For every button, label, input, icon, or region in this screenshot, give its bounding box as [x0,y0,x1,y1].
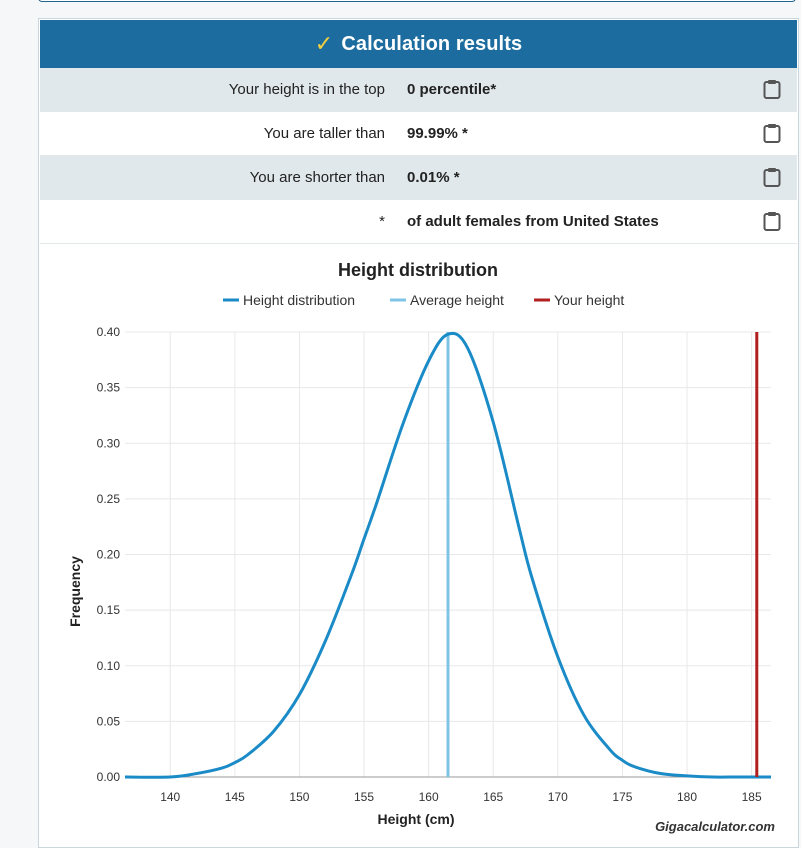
clipboard-icon[interactable] [763,167,781,187]
y-tick-label: 0.25 [97,492,121,506]
y-tick-label: 0.05 [97,714,121,728]
y-axis-title: Frequency [67,556,83,627]
x-tick-label: 140 [160,790,180,804]
y-tick-label: 0.30 [97,436,121,450]
previous-panel-edge [38,0,796,2]
x-axis-title: Height (cm) [378,811,455,827]
result-label: * [379,213,385,230]
chart-svg: Height distribution Height distribution Av… [67,260,771,827]
result-row-percentile: Your height is in the top 0 percentile* [40,68,797,112]
y-tick-label: 0.10 [97,659,121,673]
clipboard-icon[interactable] [763,211,781,231]
legend-label: Average height [410,292,504,308]
checkmark-icon: ✓ [314,31,334,56]
result-row-shorter: You are shorter than 0.01% * [40,156,797,200]
y-tick-label: 0.40 [97,325,121,339]
clipboard-icon[interactable] [763,123,781,143]
y-tick-label: 0.00 [97,770,121,784]
result-row-taller: You are taller than 99.99% * [40,112,797,156]
x-tick-label: 175 [612,790,632,804]
distribution-curve [124,331,771,779]
x-tick-label: 185 [742,790,762,804]
x-tick-label: 165 [483,790,503,804]
x-tick-label: 180 [677,790,697,804]
result-label: You are taller than [263,125,385,142]
legend-label: Height distribution [243,292,355,308]
legend-item: Average height [390,292,504,308]
clipboard-icon[interactable] [763,79,781,99]
brand-watermark: Gigacalculator.com [655,819,775,834]
result-value: 99.99% * [407,125,468,142]
x-tick-label: 170 [548,790,568,804]
height-distribution-chart: Height distribution Height distribution Av… [40,244,797,844]
y-tick-label: 0.35 [97,381,121,395]
results-panel: ✓ Calculation results Your height is in … [38,18,799,848]
results-header: ✓ Calculation results [40,20,797,68]
x-tick-label: 150 [289,790,309,804]
x-tick-label: 145 [225,790,245,804]
legend-item: Your height [534,292,624,308]
legend-item: Height distribution [223,292,355,308]
result-row-population: * of adult females from United States [40,200,797,244]
result-label: You are shorter than [249,169,385,186]
y-tick-label: 0.15 [97,603,121,617]
result-value: 0.01% * [407,169,460,186]
x-tick-label: 160 [419,790,439,804]
result-value: 0 percentile* [407,81,497,98]
page-scroll-gutter [0,0,8,832]
result-value: of adult females from United States [407,213,659,230]
chart-title: Height distribution [338,260,498,280]
result-label: Your height is in the top [228,81,385,98]
results-title: Calculation results [341,32,523,55]
x-tick-label: 155 [354,790,374,804]
y-tick-label: 0.20 [97,548,121,562]
legend-label: Your height [554,292,624,308]
